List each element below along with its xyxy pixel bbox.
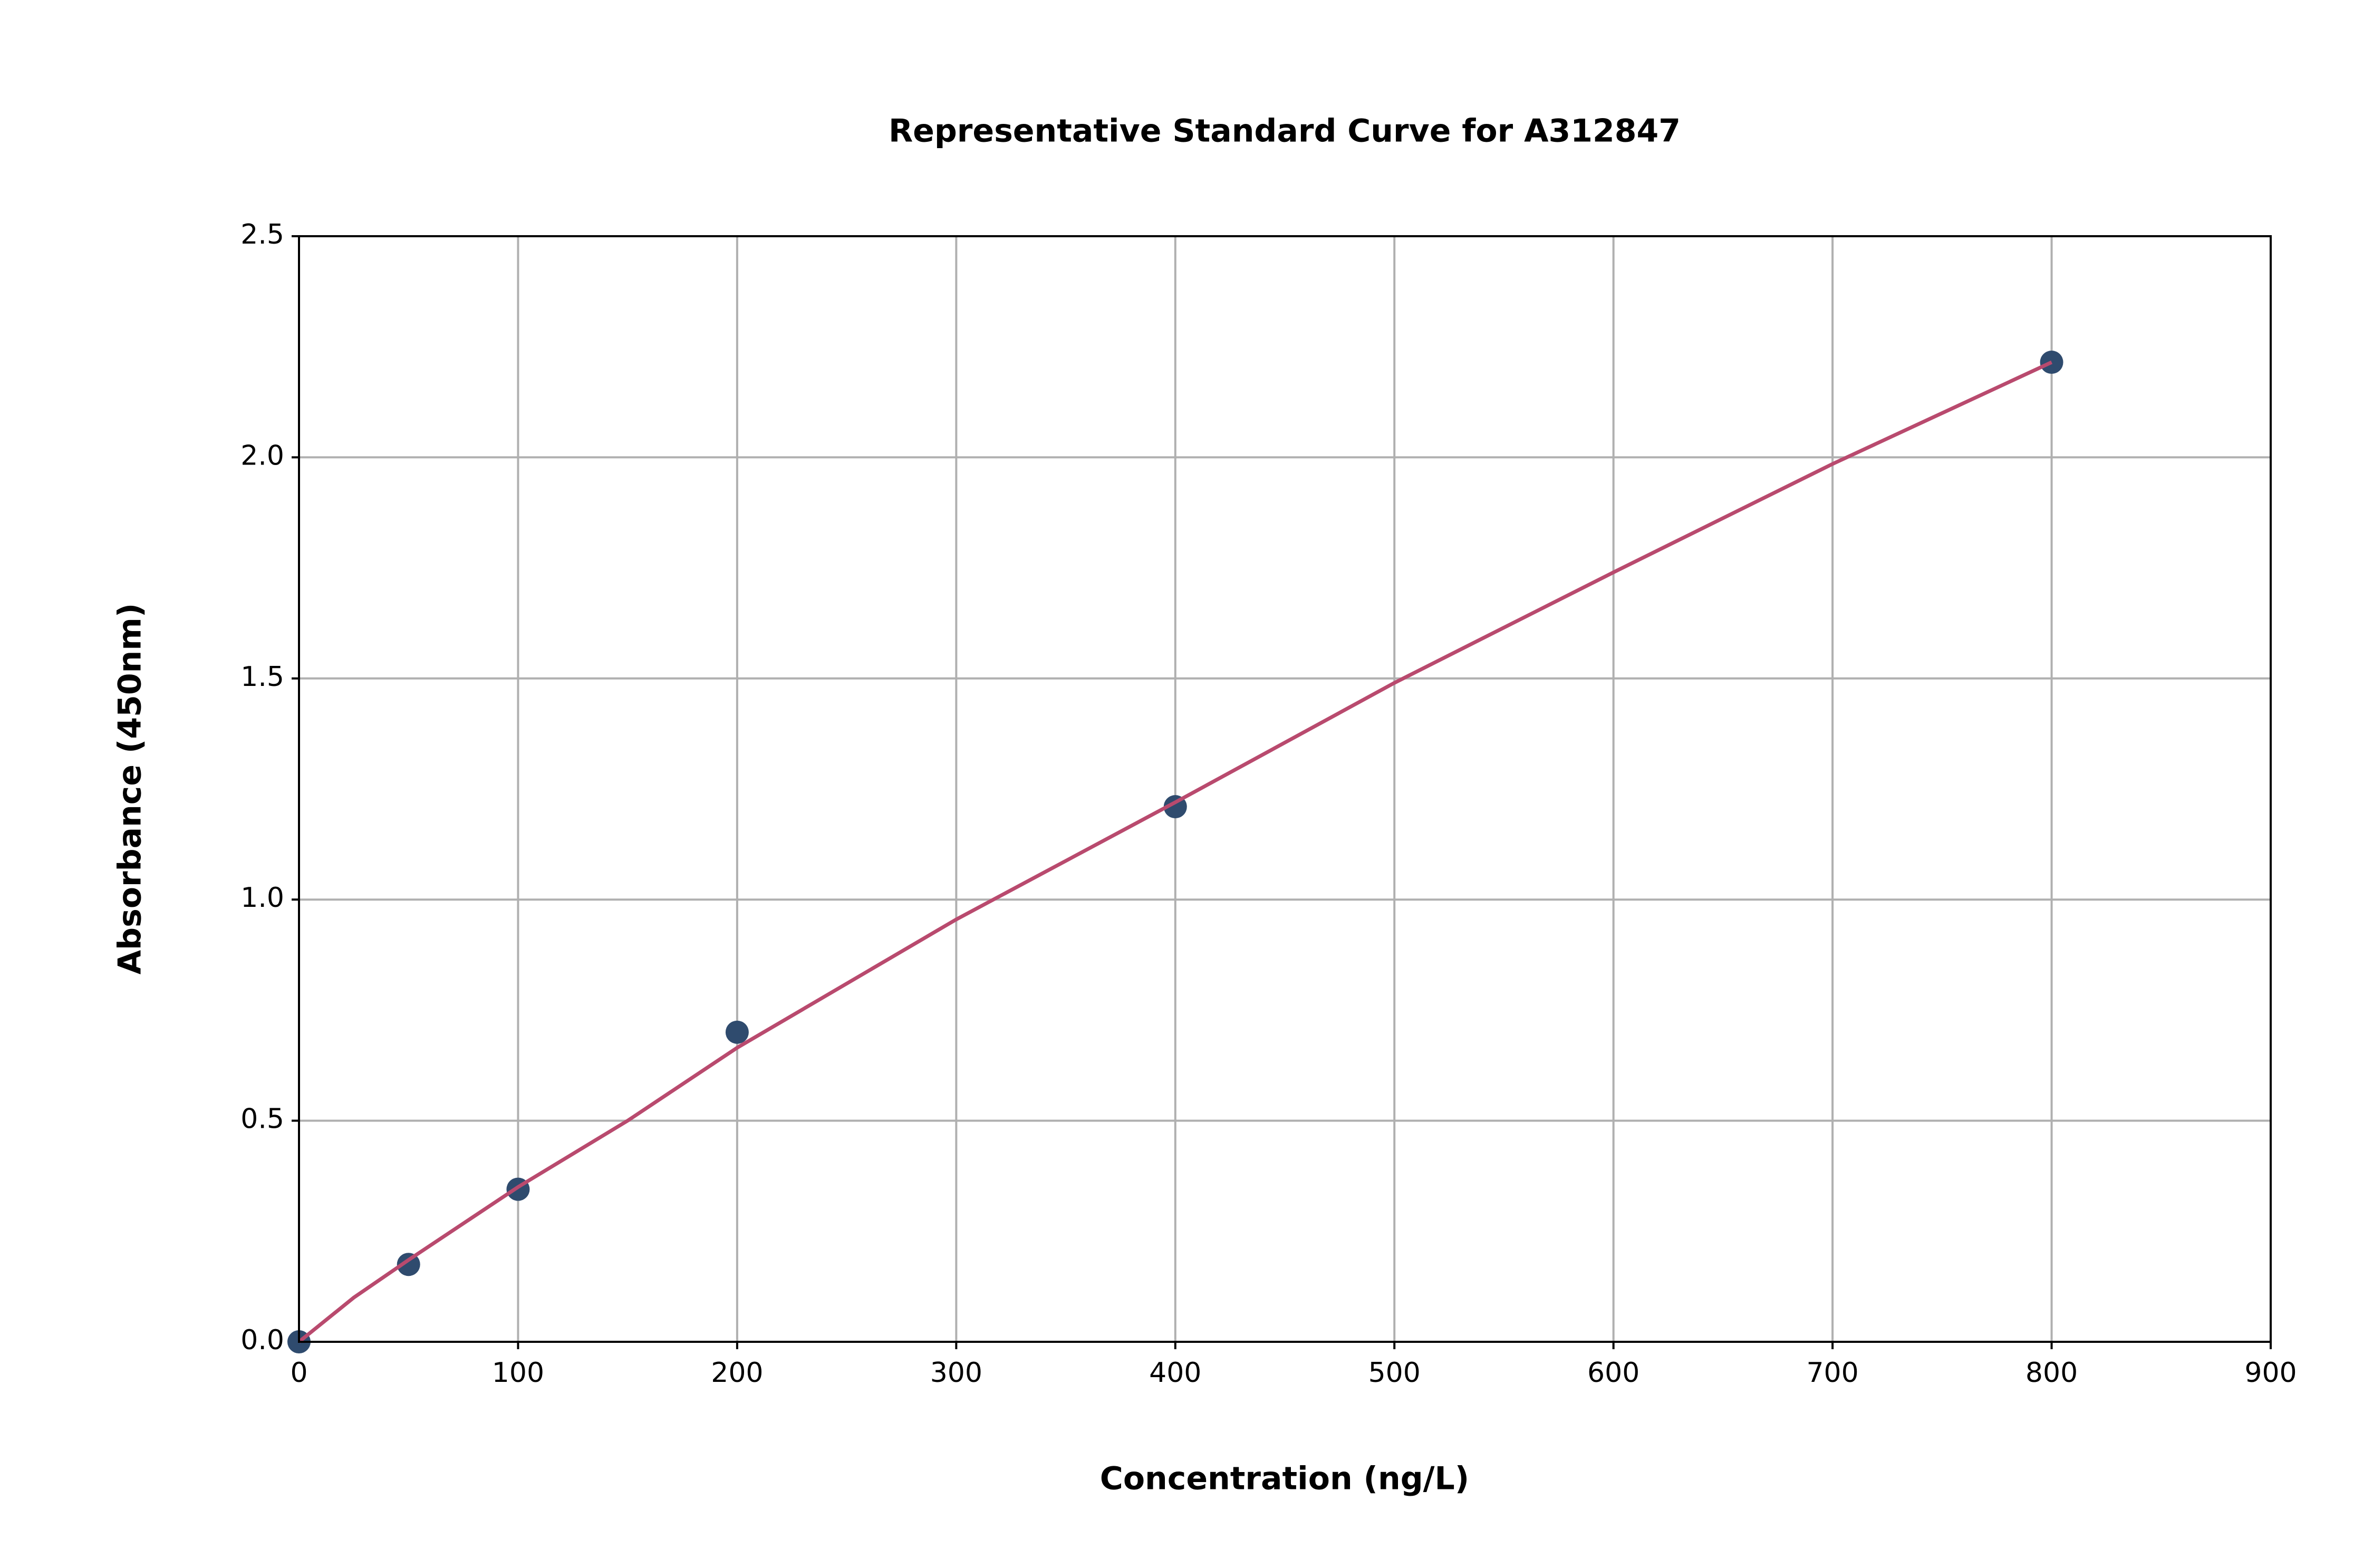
chart-title: Representative Standard Curve for A31284…: [889, 113, 1681, 150]
x-tick-label: 600: [1587, 1357, 1639, 1389]
y-tick-label: 2.0: [240, 440, 284, 471]
x-tick-label: 0: [290, 1357, 307, 1389]
y-tick-label: 0.5: [240, 1104, 284, 1135]
x-tick-label: 400: [1149, 1357, 1201, 1389]
y-tick-label: 2.5: [240, 219, 284, 250]
x-tick-label: 500: [1368, 1357, 1421, 1389]
fit-curve: [297, 360, 2053, 1343]
data-point: [725, 1020, 749, 1044]
y-tick-label: 1.5: [240, 661, 284, 693]
x-tick-label: 700: [1806, 1357, 1858, 1389]
x-tick-label: 300: [930, 1357, 982, 1389]
x-tick-label: 800: [2025, 1357, 2078, 1389]
y-tick-label: 0.0: [240, 1324, 284, 1356]
x-tick-label: 100: [492, 1357, 544, 1389]
y-axis-label: Absorbance (450nm): [112, 603, 149, 975]
plot-frame: [298, 235, 2272, 1343]
x-tick-label: 200: [711, 1357, 763, 1389]
x-tick-label: 900: [2244, 1357, 2297, 1389]
x-axis-label: Concentration (ng/L): [1100, 1460, 1469, 1497]
y-tick-label: 1.0: [240, 882, 284, 914]
data-point: [397, 1253, 420, 1276]
